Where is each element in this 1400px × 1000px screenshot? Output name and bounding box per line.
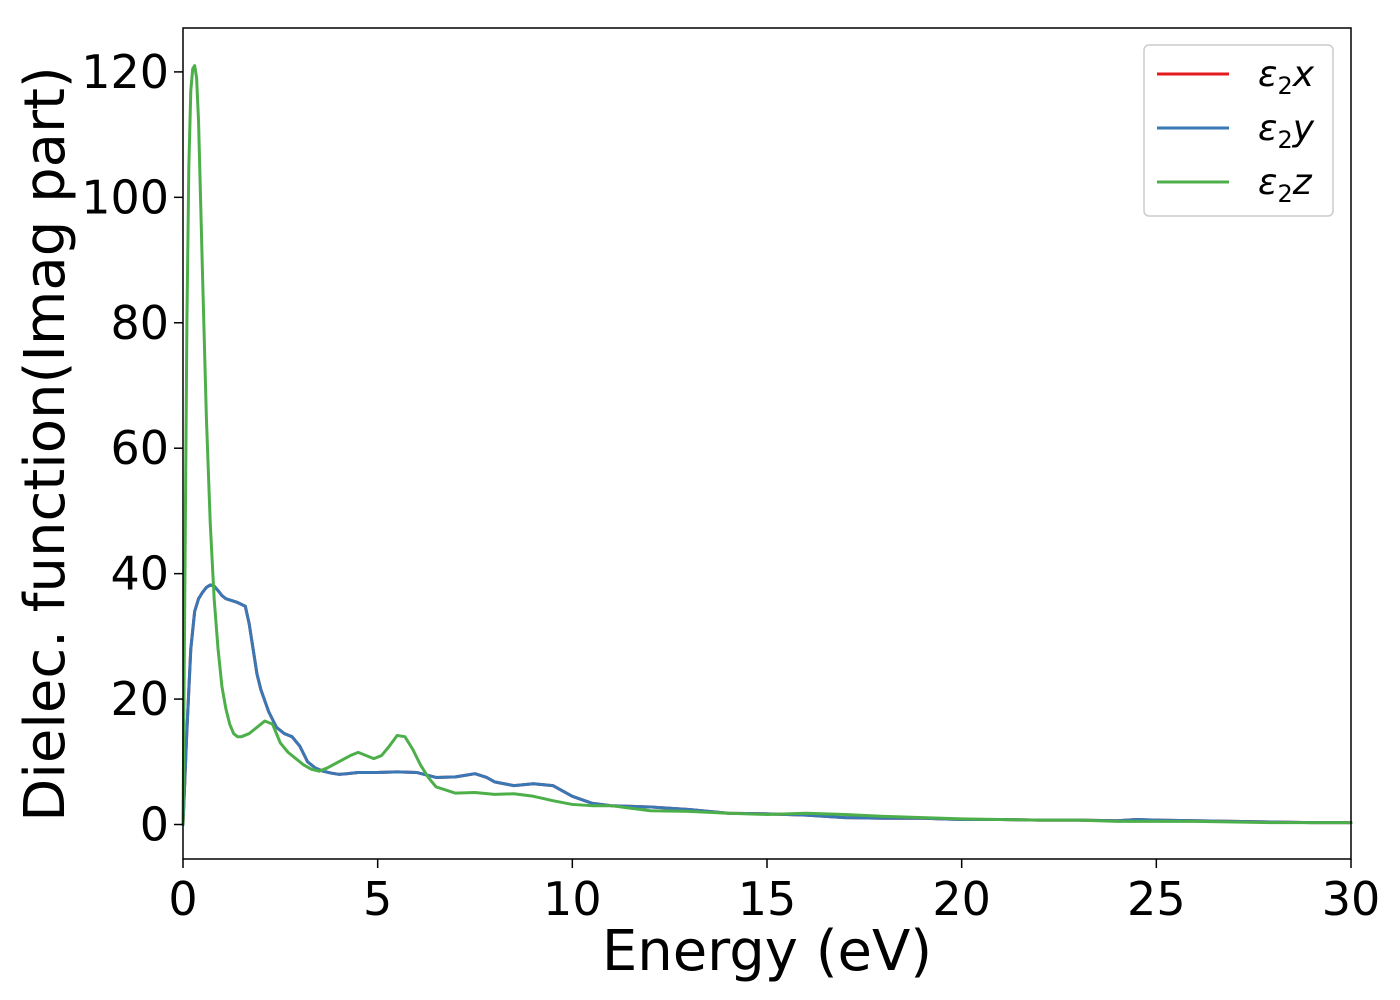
x-tick-label: 10 [543, 872, 602, 926]
x-tick-label: 5 [363, 872, 392, 926]
x-tick-label: 30 [1322, 872, 1381, 926]
legend: ε2x ε2y ε2z [1143, 44, 1334, 217]
legend-label-y: ε2y [1258, 108, 1315, 154]
y-tick-label: 100 [81, 170, 169, 224]
y-tick-label: 80 [110, 296, 169, 350]
legend-label-z: ε2z [1258, 162, 1313, 208]
x-tick-label: 25 [1127, 872, 1186, 926]
y-tick-label: 20 [110, 672, 169, 726]
y-tick-label: 0 [140, 798, 169, 852]
x-axis-label: Energy (eV) [602, 919, 932, 984]
series-line-z [181, 64, 1353, 827]
y-axis-ticks: 0 20 40 60 80 100 120 [81, 45, 183, 852]
y-axis-label: Dielec. function(Imag part) [13, 66, 78, 822]
x-tick-label: 15 [738, 872, 797, 926]
x-tick-label: 0 [168, 872, 197, 926]
series-layer [181, 64, 1353, 827]
x-axis-ticks: 0 5 10 15 20 25 30 [168, 859, 1380, 926]
x-tick-label: 20 [932, 872, 991, 926]
y-tick-label: 120 [81, 45, 169, 99]
y-tick-label: 40 [110, 547, 169, 601]
legend-frame [1143, 44, 1334, 217]
legend-label-x: ε2x [1258, 54, 1315, 100]
y-tick-label: 60 [110, 421, 169, 475]
